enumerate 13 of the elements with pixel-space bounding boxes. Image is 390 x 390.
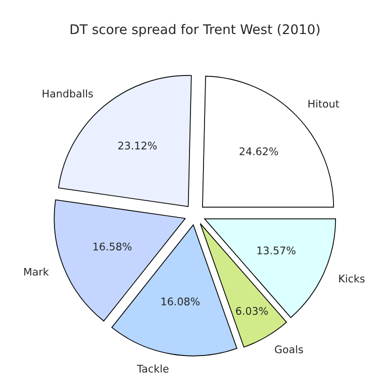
data-label: 13.57% bbox=[257, 246, 296, 254]
slice-label: Goals bbox=[274, 345, 303, 354]
slice-label: Tackle bbox=[136, 364, 168, 373]
data-label: 16.08% bbox=[162, 298, 200, 306]
slice-label: Hitout bbox=[308, 100, 340, 108]
slice-label: Kicks bbox=[339, 274, 365, 283]
data-label: 24.62% bbox=[240, 147, 278, 156]
chart-title: DT score spread for Trent West (2010) bbox=[70, 24, 320, 37]
data-label: 16.58% bbox=[93, 242, 132, 250]
slice-label: Handballs bbox=[42, 89, 93, 98]
data-label: 23.12% bbox=[118, 142, 157, 150]
slice-label: Mark bbox=[24, 268, 49, 276]
data-label: 6.03% bbox=[236, 306, 268, 315]
